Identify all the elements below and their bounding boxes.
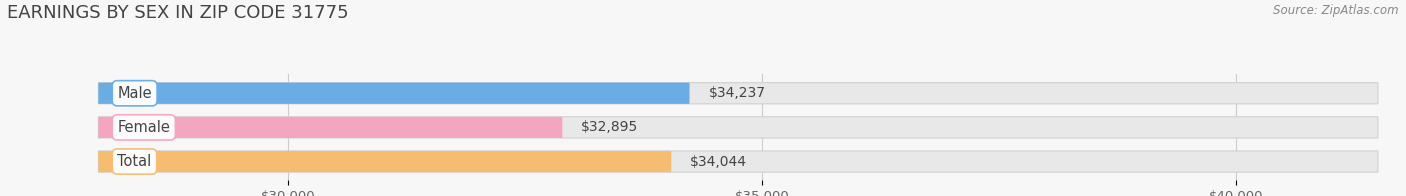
FancyBboxPatch shape xyxy=(98,117,1378,138)
FancyBboxPatch shape xyxy=(98,151,1378,172)
Text: Source: ZipAtlas.com: Source: ZipAtlas.com xyxy=(1274,4,1399,17)
FancyBboxPatch shape xyxy=(98,117,562,138)
Text: $34,044: $34,044 xyxy=(690,154,747,169)
Text: Total: Total xyxy=(117,154,152,169)
Text: Male: Male xyxy=(117,86,152,101)
Text: $34,237: $34,237 xyxy=(709,86,765,100)
Text: $32,895: $32,895 xyxy=(581,120,638,134)
FancyBboxPatch shape xyxy=(98,83,1378,104)
FancyBboxPatch shape xyxy=(98,151,671,172)
FancyBboxPatch shape xyxy=(98,83,689,104)
Text: Female: Female xyxy=(117,120,170,135)
Text: EARNINGS BY SEX IN ZIP CODE 31775: EARNINGS BY SEX IN ZIP CODE 31775 xyxy=(7,4,349,22)
